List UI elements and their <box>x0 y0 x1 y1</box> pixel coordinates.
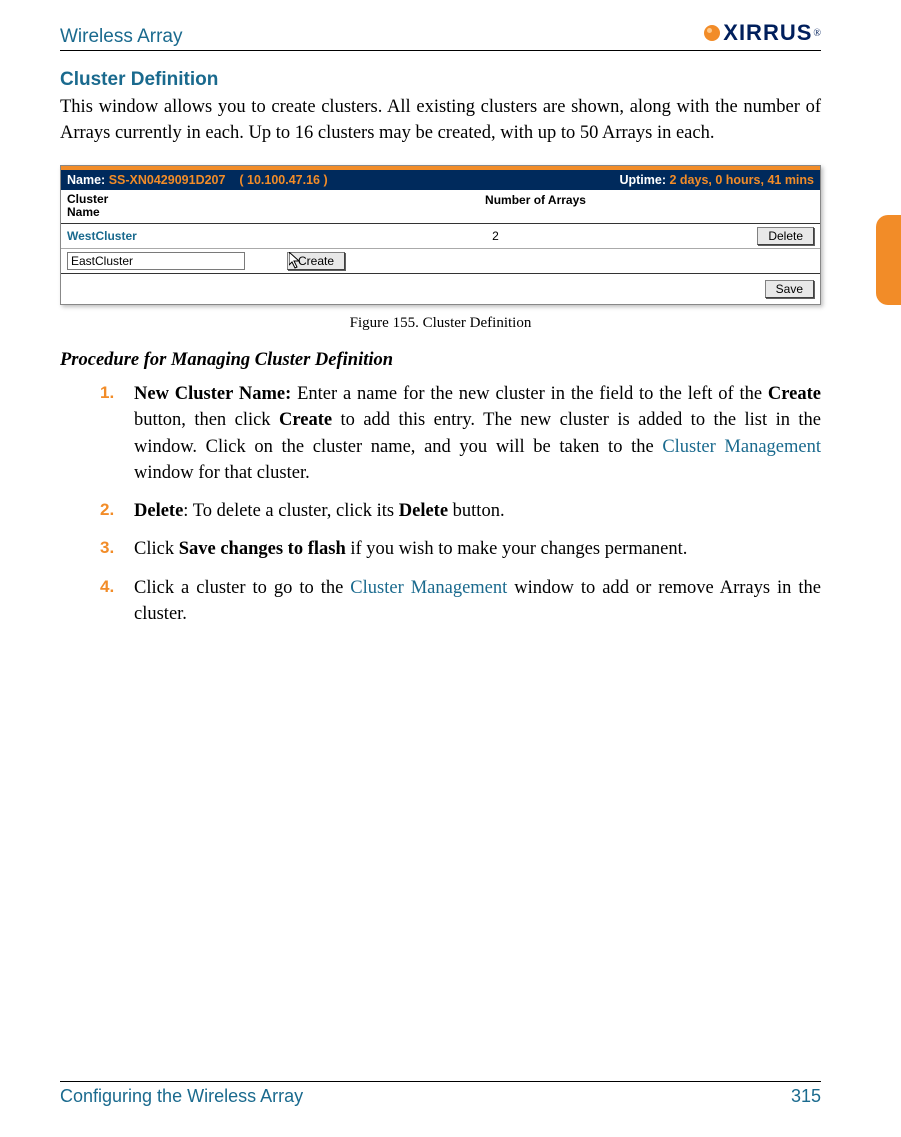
page-number: 315 <box>791 1086 821 1107</box>
screenshot-header: Name: SS-XN0429091D207 ( 10.100.47.16 ) … <box>61 170 820 190</box>
step-4: 4. Click a cluster to go to the Cluster … <box>100 575 821 628</box>
procedure-title: Procedure for Managing Cluster Definitio… <box>60 350 821 371</box>
uptime-value: 2 days, 0 hours, 41 mins <box>669 173 814 187</box>
step-1: 1. New Cluster Name: Enter a name for th… <box>100 381 821 486</box>
col-cluster-line1: Cluster <box>67 192 108 206</box>
step-3-number: 3. <box>100 536 114 560</box>
name-label: Name: <box>67 173 105 187</box>
intro-paragraph: This window allows you to create cluster… <box>60 95 821 147</box>
screenshot-column-headers: Cluster Name Number of Arrays <box>61 190 820 224</box>
step-3-text-a: Click <box>134 539 179 559</box>
cluster-count: 2 <box>257 229 734 243</box>
cursor-icon <box>289 252 303 270</box>
name-value: SS-XN0429091D207 <box>109 173 226 187</box>
col-number-arrays: Number of Arrays <box>257 193 814 219</box>
figure-caption: Figure 155. Cluster Definition <box>60 315 821 332</box>
logo-dot-icon <box>704 25 720 41</box>
page-header: Wireless Array XIRRUS ® <box>60 20 821 51</box>
figure-155: Name: SS-XN0429091D207 ( 10.100.47.16 ) … <box>60 165 821 332</box>
cluster-row-west: WestCluster 2 Delete <box>61 224 820 249</box>
logo-text: XIRRUS <box>723 20 812 46</box>
step-1-text-b: button, then click <box>134 410 279 430</box>
new-cluster-input[interactable] <box>67 252 245 270</box>
step-4-link[interactable]: Cluster Management <box>350 578 507 598</box>
header-title: Wireless Array <box>60 26 182 48</box>
footer-left: Configuring the Wireless Array <box>60 1086 303 1107</box>
cluster-row-new: Create <box>61 249 820 274</box>
step-3-bold-a: Save changes to flash <box>179 539 346 559</box>
procedure-list: 1. New Cluster Name: Enter a name for th… <box>60 381 821 627</box>
cluster-name-link[interactable]: WestCluster <box>67 229 257 243</box>
step-2-text-a: : To delete a cluster, click its <box>183 501 398 521</box>
page-footer: Configuring the Wireless Array 315 <box>60 1081 821 1107</box>
screenshot-uptime: Uptime: 2 days, 0 hours, 41 mins <box>619 173 814 187</box>
side-tab <box>876 215 901 305</box>
step-1-number: 1. <box>100 381 114 405</box>
name-ip: ( 10.100.47.16 ) <box>239 173 327 187</box>
step-1-lead: New Cluster Name: <box>134 384 291 404</box>
step-4-text-a: Click a cluster to go to the <box>134 578 350 598</box>
step-3: 3. Click Save changes to flash if you wi… <box>100 536 821 562</box>
logo-registered: ® <box>813 28 821 39</box>
screenshot-box: Name: SS-XN0429091D207 ( 10.100.47.16 ) … <box>60 165 821 305</box>
col-cluster-name: Cluster Name <box>67 193 257 219</box>
step-2: 2. Delete: To delete a cluster, click it… <box>100 498 821 524</box>
col-cluster-line2: Name <box>67 205 100 219</box>
logo: XIRRUS ® <box>704 20 821 48</box>
save-button[interactable]: Save <box>765 280 814 298</box>
step-2-lead: Delete <box>134 501 183 521</box>
delete-button[interactable]: Delete <box>757 227 814 245</box>
save-row: Save <box>61 274 820 304</box>
step-2-bold-a: Delete <box>399 501 448 521</box>
screenshot-name: Name: SS-XN0429091D207 ( 10.100.47.16 ) <box>67 173 328 187</box>
step-2-number: 2. <box>100 498 114 522</box>
step-4-number: 4. <box>100 575 114 599</box>
step-1-text-a: Enter a name for the new cluster in the … <box>291 384 768 404</box>
step-1-link[interactable]: Cluster Management <box>662 437 821 457</box>
step-1-text-d: window for that cluster. <box>134 463 310 483</box>
step-1-bold-a: Create <box>768 384 821 404</box>
step-1-bold-b: Create <box>279 410 332 430</box>
step-3-text-b: if you wish to make your changes permane… <box>346 539 688 559</box>
section-title: Cluster Definition <box>60 69 821 91</box>
uptime-label: Uptime: <box>619 173 666 187</box>
step-2-text-b: button. <box>448 501 505 521</box>
